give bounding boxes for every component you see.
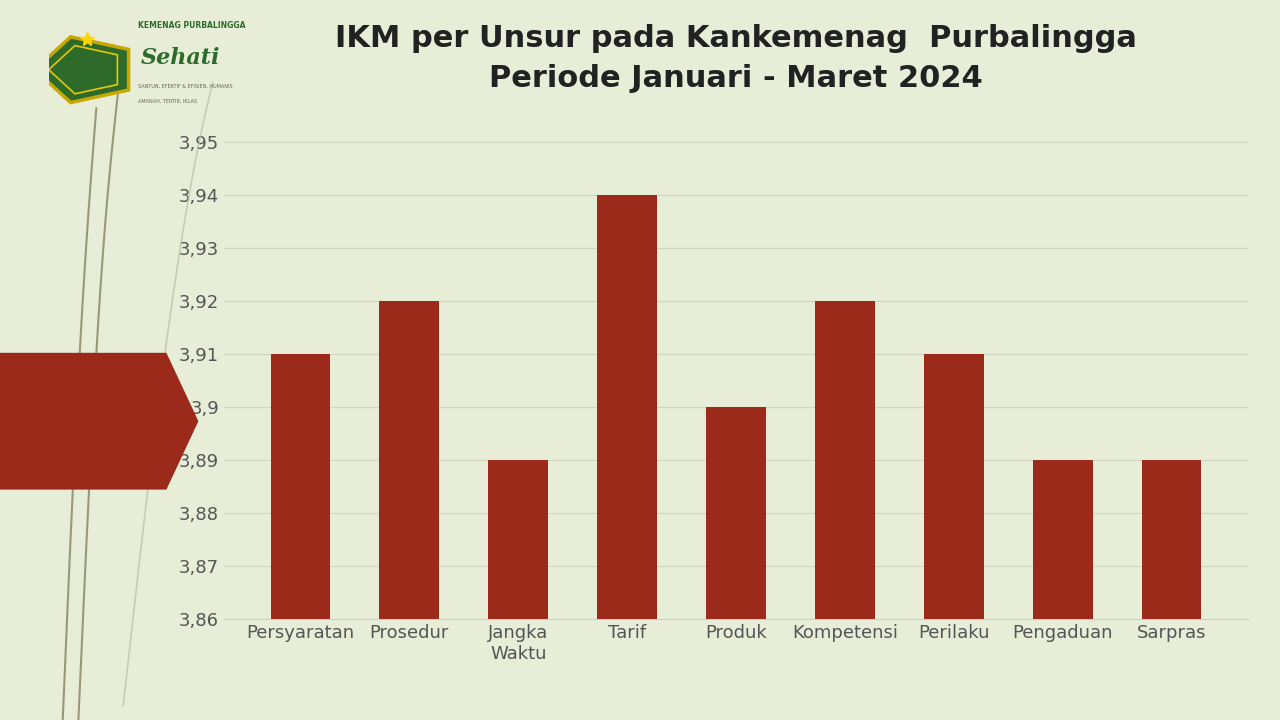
Text: SANTUN, EFEKTIF & EFISIEN, HUMANIS: SANTUN, EFEKTIF & EFISIEN, HUMANIS bbox=[138, 84, 233, 89]
Bar bbox=[707, 407, 765, 720]
Text: Sehati: Sehati bbox=[141, 48, 220, 69]
Bar bbox=[379, 301, 439, 720]
Bar bbox=[815, 301, 874, 720]
Bar bbox=[1142, 460, 1202, 720]
Bar bbox=[270, 354, 330, 720]
Bar bbox=[488, 460, 548, 720]
Bar bbox=[1033, 460, 1093, 720]
Text: KEMENAG PURBALINGGA: KEMENAG PURBALINGGA bbox=[138, 22, 246, 30]
Bar bbox=[598, 195, 657, 720]
Title: IKM per Unsur pada Kankemenag  Purbalingga
Periode Januari - Maret 2024: IKM per Unsur pada Kankemenag Purbalingg… bbox=[335, 24, 1137, 94]
Text: AMANAH, TERTIB, IKLAS: AMANAH, TERTIB, IKLAS bbox=[138, 99, 197, 103]
Bar bbox=[924, 354, 984, 720]
